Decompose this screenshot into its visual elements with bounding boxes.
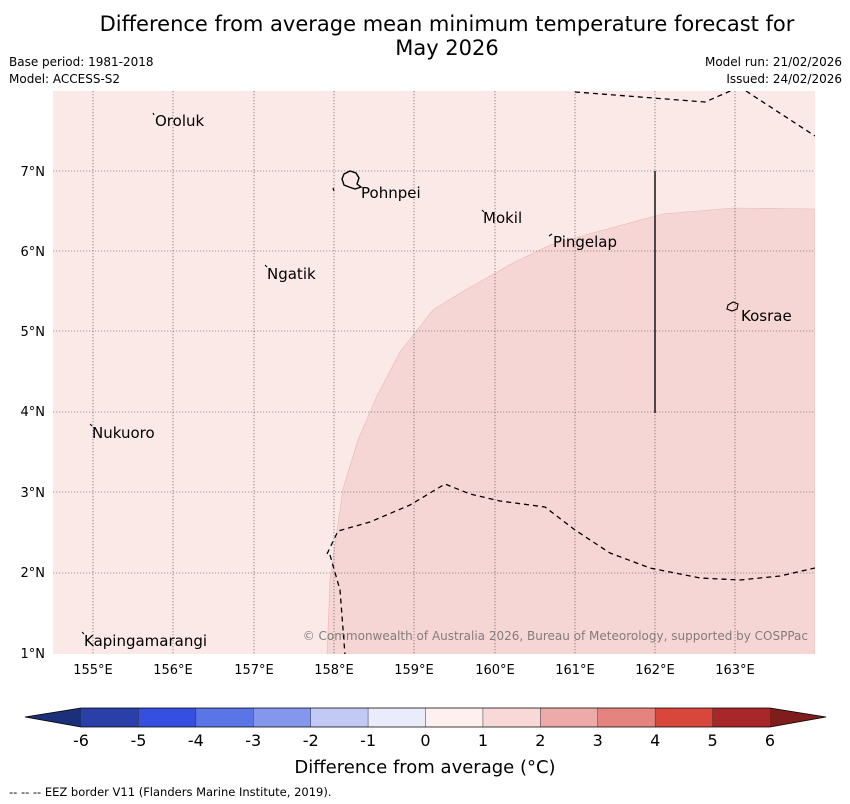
lat-label: 6°N [21,245,46,260]
colorbar-box [195,708,254,727]
lat-label: 5°N [21,325,46,340]
colorbar-tick-label: 5 [707,731,717,750]
lat-label: 1°N [21,647,46,662]
colorbar-tick-label: -2 [303,731,319,750]
colorbar-tick-label: 4 [650,731,660,750]
colorbar-box [655,708,713,727]
pohnpei-coastline [341,170,363,190]
ant-atoll-marker [332,187,335,192]
place-kapingamarangi: Kapingamarangi [84,632,207,650]
place-mokil: Mokil [483,209,522,227]
colorbar-tick-label: 2 [535,731,545,750]
lat-label: 7°N [21,165,46,180]
eez-border-southwest [329,554,346,654]
oroluk-marker [152,112,155,116]
colorbar-tick-label: -1 [360,731,376,750]
atoll-markers [81,112,553,635]
lon-label: 159°E [394,663,434,678]
colorbar-tick-label: 6 [765,731,775,750]
place-oroluk: Oroluk [155,112,204,130]
kosrae-coastline [726,301,739,312]
title-line-1: Difference from average mean minimum tem… [99,12,795,36]
lon-label: 163°E [715,663,755,678]
colorbar-outline [24,707,827,728]
meta-left: Base period: 1981-2018 Model: ACCESS-S2 [9,54,154,88]
place-kosrae: Kosrae [741,307,792,325]
model-run: Model run: 21/02/2026 [704,55,842,69]
lat-label: 4°N [21,405,46,420]
colorbar-box [712,708,771,727]
lon-label: 160°E [475,663,515,678]
lon-label: 161°E [555,663,595,678]
eez-border-north [574,91,733,103]
model-name: Model: ACCESS-S2 [9,72,121,86]
place-pohnpei: Pohnpei [361,184,421,202]
chart-title: Difference from average mean minimum tem… [0,12,850,60]
pingelap-marker [548,233,553,237]
colorbar-tick-label: -5 [130,731,146,750]
lat-label: 3°N [21,486,46,501]
kapinga-marker [81,631,85,635]
base-period: Base period: 1981-2018 [9,55,154,69]
colorbar-tick-label: 0 [420,731,430,750]
eez-borders [326,91,815,654]
meta-right: Model run: 21/02/2026 Issued: 24/02/2026 [705,54,842,88]
colorbar-box [138,708,197,727]
mokil-marker [481,209,485,213]
place-nukuoro: Nukuoro [92,424,155,442]
title-line-2: May 2026 [395,36,499,60]
place-ngatik: Ngatik [267,265,316,283]
colorbar-box [425,708,484,727]
colorbar-box [253,708,312,727]
colorbar-box [81,708,139,727]
colorbar-tick-label: 1 [478,731,488,750]
lon-label: 155°E [73,663,113,678]
colorbar-box [597,708,656,727]
colorbar-extend-low [25,708,81,727]
ngatik-marker [264,264,268,268]
eez-legend-note: -- -- -- EEZ border V11 (Flanders Marine… [9,785,332,799]
colorbar: -6 -5 -4 -3 -2 -1 0 1 2 3 4 5 6 [24,707,827,750]
colorbar-tick-label: -6 [73,731,89,750]
colorbar-extend-high [770,708,826,727]
lon-label: 156°E [153,663,193,678]
colorbar-tick-label: -4 [188,731,204,750]
eez-border-south [326,483,815,581]
colorbar-box [310,708,369,727]
colorbar-title: Difference from average (°C) [294,757,556,778]
copyright-notice: © Commonwealth of Australia 2026, Bureau… [303,629,808,643]
colorbar-box [368,708,426,727]
colorbar-box [540,708,599,727]
eez-border-northeast [745,91,815,137]
lon-label: 162°E [635,663,675,678]
lat-label: 2°N [21,566,46,581]
issued-date: Issued: 24/02/2026 [726,72,842,86]
place-pingelap: Pingelap [553,233,617,251]
colorbar-box [482,708,541,727]
colorbar-tick-label: 3 [593,731,603,750]
lon-label: 158°E [314,663,354,678]
colorbar-tick-label: -3 [245,731,261,750]
lon-label: 157°E [234,663,274,678]
nukuoro-marker [89,423,93,427]
